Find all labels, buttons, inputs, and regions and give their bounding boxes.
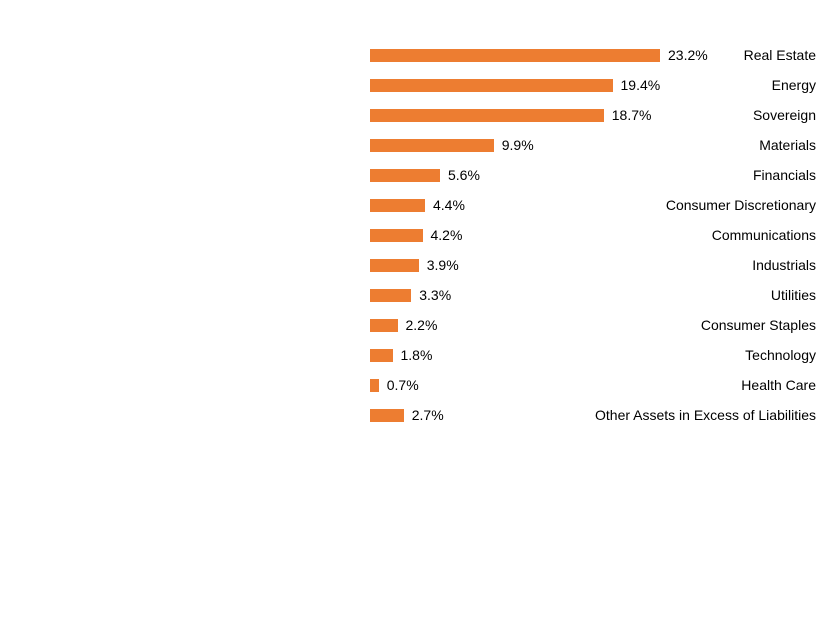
value-label: 3.9% [427, 250, 459, 280]
category-label: Consumer Discretionary [461, 190, 816, 220]
bar [370, 229, 423, 242]
value-label: 4.4% [433, 190, 465, 220]
bar [370, 199, 425, 212]
value-label: 0.7% [387, 370, 419, 400]
value-label: 9.9% [502, 130, 534, 160]
category-label: Health Care [461, 370, 816, 400]
bar [370, 379, 379, 392]
bar [370, 349, 393, 362]
value-label: 2.7% [412, 400, 444, 430]
value-label: 3.3% [419, 280, 451, 310]
bar [370, 289, 411, 302]
value-label: 5.6% [448, 160, 480, 190]
value-label: 4.2% [431, 220, 463, 250]
value-label: 18.7% [612, 100, 652, 130]
value-label: 1.8% [401, 340, 433, 370]
category-label: Financials [461, 160, 816, 190]
bar [370, 169, 440, 182]
value-label: 2.2% [406, 310, 438, 340]
sector-allocation-bar-chart: Real Estate23.2%Energy19.4%Sovereign18.7… [0, 0, 816, 624]
category-label: Consumer Staples [461, 310, 816, 340]
bar [370, 49, 660, 62]
bar [370, 409, 404, 422]
bar [370, 79, 613, 92]
category-label: Communications [461, 220, 816, 250]
category-label: Utilities [461, 280, 816, 310]
category-label: Technology [461, 340, 816, 370]
category-label: Industrials [461, 250, 816, 280]
bar [370, 139, 494, 152]
bar [370, 259, 419, 272]
value-label: 23.2% [668, 40, 708, 70]
value-label: 19.4% [621, 70, 661, 100]
bar [370, 109, 604, 122]
bar [370, 319, 398, 332]
category-label: Other Assets in Excess of Liabilities [461, 400, 816, 430]
